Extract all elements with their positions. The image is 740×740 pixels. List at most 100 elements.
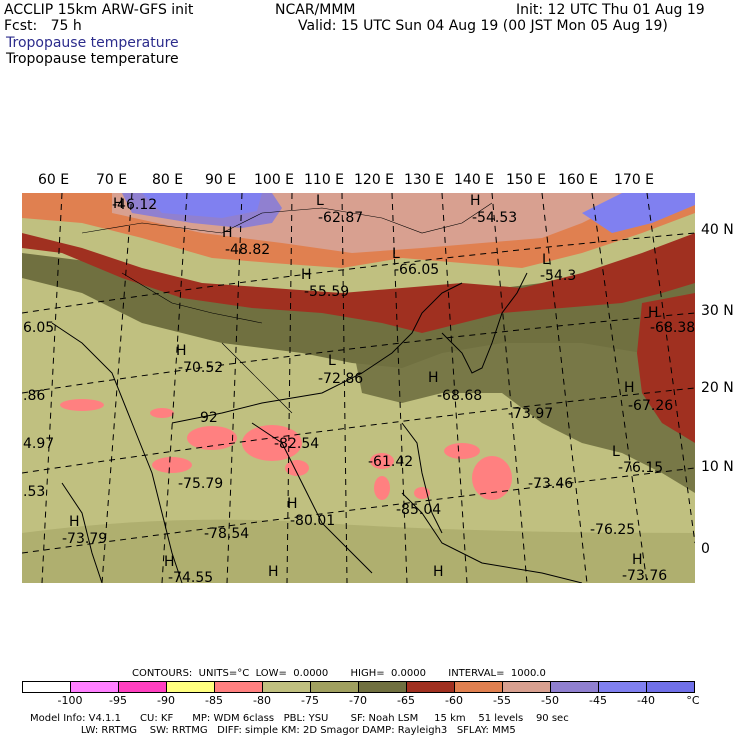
field-shading-red: [22, 193, 695, 333]
coastlines: [51, 272, 583, 583]
extremum-value: -67.26: [628, 398, 674, 414]
colorbar-swatch: [311, 682, 359, 692]
colorbar-label: -60: [445, 694, 463, 707]
lon-label: 60 E: [38, 172, 70, 188]
convective-patches: [60, 399, 512, 500]
extremum-letter: H: [433, 564, 444, 580]
colorbar-units: °C: [686, 694, 700, 707]
colorbar-label: -45: [589, 694, 607, 707]
extremum-value: -73.97: [508, 406, 554, 422]
extremum-value: -68.68: [437, 388, 483, 404]
colorbar-swatch: [647, 682, 694, 692]
extremum-letter: H: [301, 267, 312, 283]
extremum-letter: H: [648, 305, 659, 321]
extremum-value: -73.79: [62, 531, 108, 547]
model-info-line2: LW: RRTMG SW: RRTMG DIFF: simple KM: 2D …: [30, 725, 516, 736]
extremum-letter: H: [428, 370, 439, 386]
extremum-value: -61.42: [368, 454, 414, 470]
extremum-value: -80.01: [290, 513, 336, 529]
lon-label: 80 E: [152, 172, 184, 188]
extremum-value: -66.05: [394, 262, 440, 278]
field-title: Tropopause temperature: [6, 51, 179, 67]
field-shading-blue-ne: [582, 193, 695, 233]
extremum-letter: H: [164, 554, 175, 570]
extremum-letter: L: [316, 193, 324, 209]
extremum-value: -68.38: [650, 320, 696, 336]
lat-label: 0: [701, 541, 710, 557]
colorbar-label: -90: [157, 694, 175, 707]
extremum-value: 92: [200, 410, 218, 426]
extremum-letter: H: [176, 343, 187, 359]
extremum-value: -55.59: [304, 284, 350, 300]
colorbar: [22, 681, 695, 693]
field-shading-red-east: [637, 293, 695, 443]
extremum-letter: H: [268, 564, 279, 580]
colorbar-label: -70: [349, 694, 367, 707]
colorbar-swatch: [599, 682, 647, 692]
extremum-value: -76.15: [618, 460, 664, 476]
graticule: [22, 193, 695, 583]
extremum-value: -78.54: [204, 526, 250, 542]
lon-label: 120 E: [354, 172, 395, 188]
init-time: Init: 12 UTC Thu 01 Aug 19: [516, 2, 705, 18]
field-shading-tropical: [352, 313, 695, 493]
extremum-letter: L: [542, 252, 550, 268]
extremum-letter: H: [69, 514, 80, 530]
colorbar-swatch: [119, 682, 167, 692]
colorbar-swatch: [455, 682, 503, 692]
model-info-line1: Model Info: V4.1.1 CU: KF MP: WDM 6class…: [30, 713, 569, 724]
extremum-value: -73.46: [528, 476, 574, 492]
lat-label: 10 N: [701, 459, 734, 475]
extremum-letter: H: [287, 496, 298, 512]
colorbar-label: -55: [493, 694, 511, 707]
extremum-letter: H: [113, 196, 124, 212]
extremum-value: -72.86: [318, 371, 364, 387]
extremum-value: -74.55: [168, 570, 214, 586]
colorbar-swatch: [215, 682, 263, 692]
lon-label: 70 E: [96, 172, 128, 188]
extremum-value: -46.12: [112, 197, 158, 213]
colorbar-swatch: [263, 682, 311, 692]
colorbar-swatch: [551, 682, 599, 692]
extremum-letter: H: [624, 380, 635, 396]
field-shading-blue: [142, 193, 262, 218]
extremum-letter: L: [612, 444, 620, 460]
colorbar-swatch: [71, 682, 119, 692]
extremum-value: -76.25: [590, 522, 636, 538]
map-panel: [22, 193, 695, 583]
valid-time: Valid: 15 UTC Sun 04 Aug 19 (00 JST Mon …: [298, 18, 668, 34]
colorbar-label: -80: [253, 694, 271, 707]
extremum-value: -82.54: [274, 436, 320, 452]
contours-info: CONTOURS: UNITS=°C LOW= 0.0000 HIGH= 0.0…: [132, 668, 546, 679]
lon-label: 110 E: [304, 172, 345, 188]
lon-label: 170 E: [614, 172, 655, 188]
colorbar-label: -100: [57, 694, 83, 707]
lon-label: 160 E: [558, 172, 599, 188]
colorbar-label: -95: [109, 694, 127, 707]
colorbar-label: -65: [397, 694, 415, 707]
colorbar-swatch: [167, 682, 215, 692]
map-canvas: [22, 193, 695, 583]
lon-label: 130 E: [404, 172, 445, 188]
colorbar-label: -40: [637, 694, 655, 707]
extremum-value: 4.97: [23, 436, 55, 452]
extremum-value: -54.53: [472, 210, 518, 226]
field-title-blue: Tropopause temperature: [6, 35, 179, 51]
colorbar-swatch: [407, 682, 455, 692]
extremum-value: -48.82: [225, 242, 271, 258]
lat-label: 20 N: [701, 380, 734, 396]
extremum-value: -62.87: [318, 210, 364, 226]
colorbar-swatch: [23, 682, 71, 692]
extremum-value: -73.76: [622, 568, 668, 584]
colorbar-swatch: [503, 682, 551, 692]
extremum-value: -70.52: [178, 360, 224, 376]
lon-label: 140 E: [454, 172, 495, 188]
extremum-value: 6.05: [23, 320, 55, 336]
colorbar-swatch: [359, 682, 407, 692]
lon-label: 150 E: [506, 172, 547, 188]
extremum-value: .86: [23, 388, 46, 404]
extremum-letter: L: [392, 246, 400, 262]
extremum-value: .53: [23, 484, 46, 500]
lon-label: 100 E: [254, 172, 295, 188]
extremum-letter: L: [328, 353, 336, 369]
